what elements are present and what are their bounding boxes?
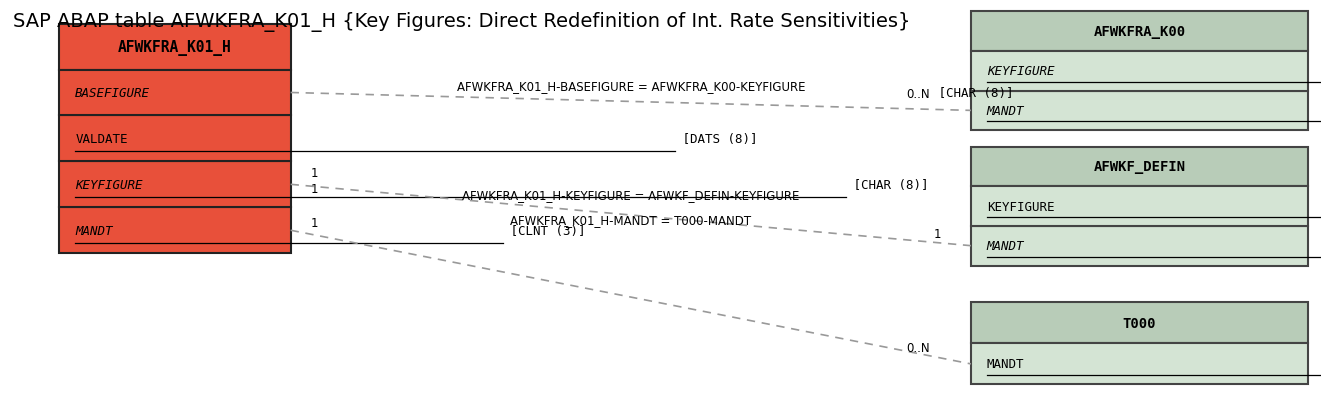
Bar: [59, 70, 291, 116]
Text: [DATS (8)]: [DATS (8)]: [675, 133, 757, 146]
Text: MANDT: MANDT: [987, 105, 1024, 118]
Text: T000: T000: [1123, 316, 1156, 330]
Bar: [971, 52, 1308, 91]
Bar: [971, 187, 1308, 226]
Text: SAP ABAP table AFWKFRA_K01_H {Key Figures: Direct Redefinition of Int. Rate Sens: SAP ABAP table AFWKFRA_K01_H {Key Figure…: [13, 12, 910, 32]
Text: 0..N: 0..N: [906, 341, 930, 354]
Text: [CHAR (8)]: [CHAR (8)]: [931, 87, 1013, 100]
Bar: [59, 162, 291, 208]
Text: KEYFIGURE: KEYFIGURE: [987, 200, 1054, 213]
Text: [CLNT (3)]: [CLNT (3)]: [503, 224, 585, 237]
Text: VALDATE: VALDATE: [75, 133, 128, 146]
Text: 1: 1: [310, 166, 318, 179]
Text: 0..N: 0..N: [906, 88, 930, 101]
Text: KEYFIGURE: KEYFIGURE: [987, 65, 1054, 78]
Text: 1: 1: [310, 216, 318, 229]
Bar: [971, 147, 1308, 187]
Bar: [971, 344, 1308, 384]
Bar: [971, 303, 1308, 344]
Text: AFWKFRA_K00: AFWKFRA_K00: [1094, 25, 1185, 39]
Bar: [59, 25, 291, 70]
Text: AFWKFRA_K01_H-MANDT = T000-MANDT: AFWKFRA_K01_H-MANDT = T000-MANDT: [510, 213, 752, 227]
Text: KEYFIGURE: KEYFIGURE: [75, 178, 143, 191]
Text: AFWKF_DEFIN: AFWKF_DEFIN: [1094, 160, 1185, 174]
Text: MANDT: MANDT: [987, 240, 1024, 253]
Bar: [59, 208, 291, 254]
Bar: [971, 12, 1308, 52]
Bar: [971, 226, 1308, 266]
Text: [CHAR (8)]: [CHAR (8)]: [845, 178, 929, 191]
Text: BASEFIGURE: BASEFIGURE: [75, 87, 151, 100]
Text: MANDT: MANDT: [75, 224, 112, 237]
Text: AFWKFRA_K01_H-KEYFIGURE = AFWKF_DEFIN-KEYFIGURE: AFWKFRA_K01_H-KEYFIGURE = AFWKF_DEFIN-KE…: [462, 189, 799, 202]
Text: AFWKFRA_K01_H: AFWKFRA_K01_H: [118, 39, 232, 56]
Bar: [59, 116, 291, 162]
Text: AFWKFRA_K01_H-BASEFIGURE = AFWKFRA_K00-KEYFIGURE: AFWKFRA_K01_H-BASEFIGURE = AFWKFRA_K00-K…: [457, 79, 804, 92]
Text: 1: 1: [310, 182, 318, 196]
Text: 1: 1: [934, 227, 942, 240]
Bar: [971, 91, 1308, 131]
Text: MANDT: MANDT: [987, 357, 1024, 371]
